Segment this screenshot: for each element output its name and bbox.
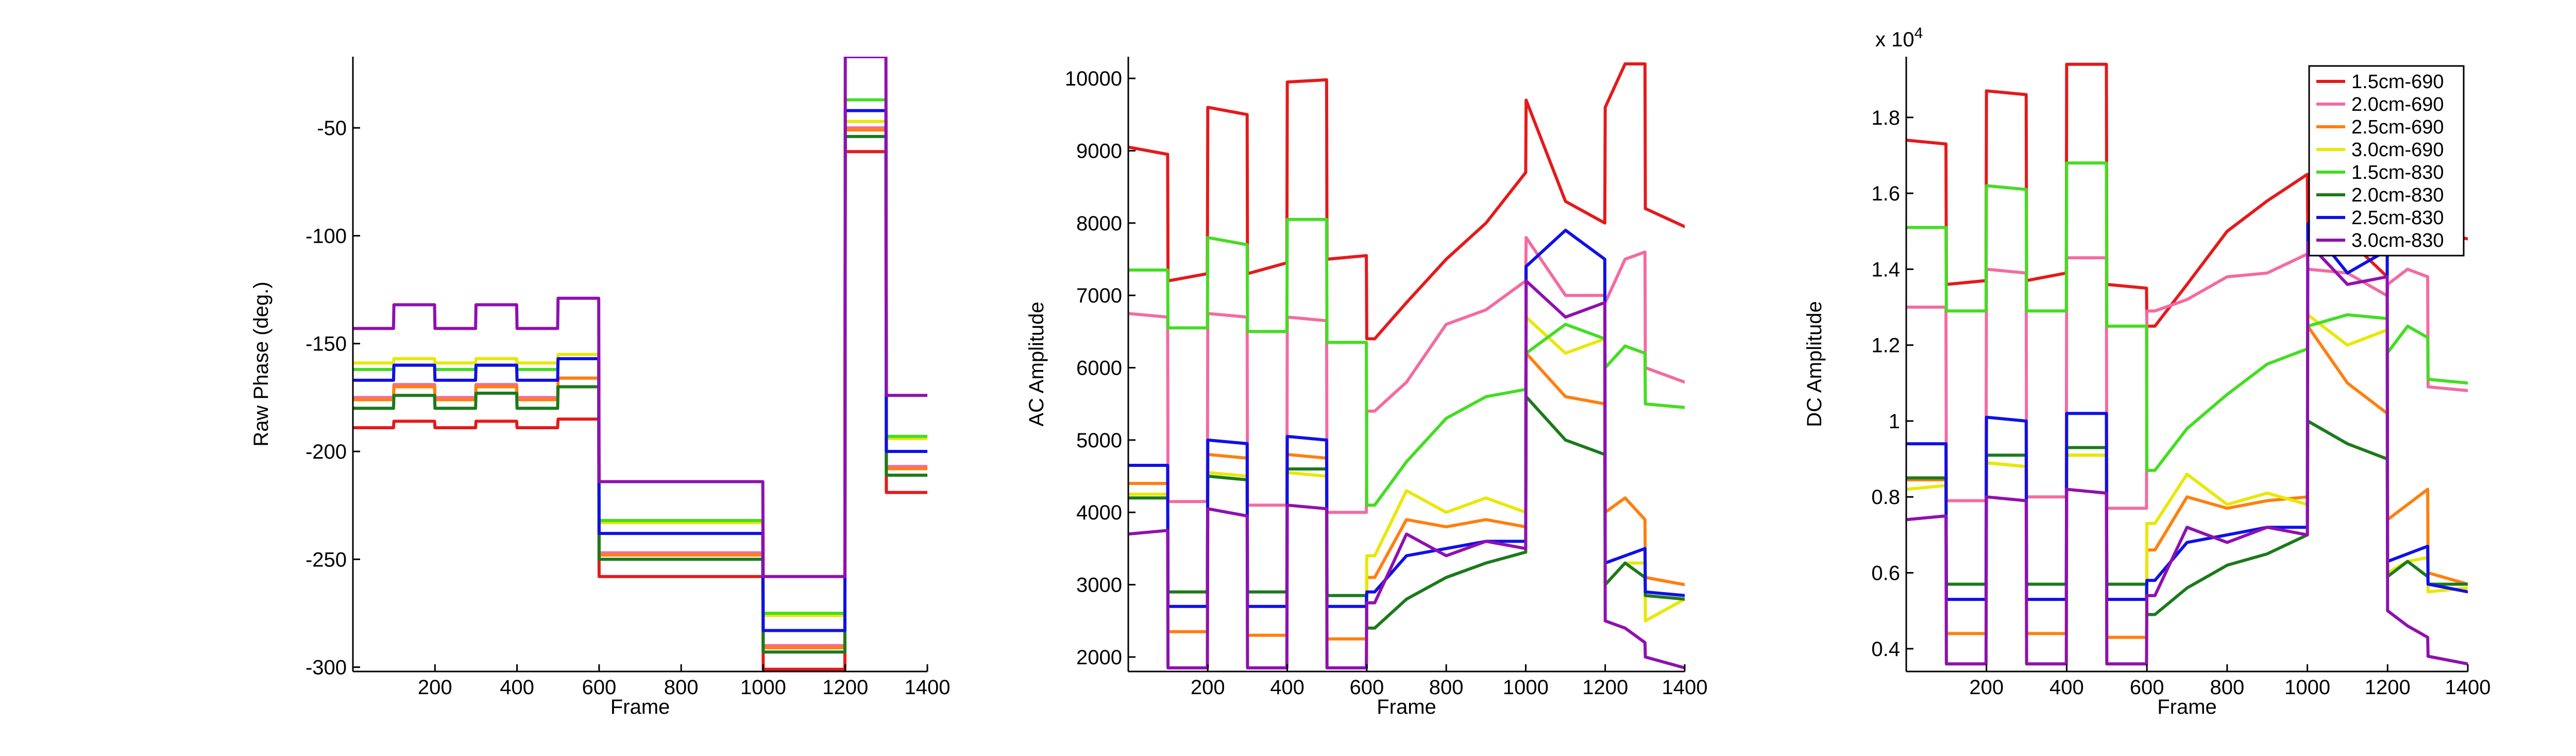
series-line-8 xyxy=(353,57,927,578)
series-group xyxy=(353,57,927,671)
series-line-5 xyxy=(353,98,927,615)
series-line-2 xyxy=(1128,236,1685,514)
x-tick-label: 600 xyxy=(2130,676,2164,699)
series-line-3 xyxy=(1906,324,2468,639)
y-tick-label: 1 xyxy=(1889,410,1900,433)
legend-entry-label: 1.5cm-690 xyxy=(2351,71,2444,93)
y-tick-label: -50 xyxy=(317,117,347,140)
x-tick-label: 800 xyxy=(664,676,699,699)
x-tick-label: 1200 xyxy=(1582,676,1628,699)
y-axis-label: Raw Phase (deg.) xyxy=(250,281,273,446)
x-tick-label: 200 xyxy=(418,676,452,699)
x-tick-label: 1200 xyxy=(822,676,868,699)
y-tick-label: 2000 xyxy=(1076,646,1122,669)
y-tick-label: 1.6 xyxy=(1871,182,1900,205)
y-tick-label: 4000 xyxy=(1076,501,1122,524)
x-tick-label: 600 xyxy=(1349,676,1384,699)
series-line-1 xyxy=(353,150,927,671)
y-tick-label: -300 xyxy=(306,657,347,679)
series-line-6 xyxy=(353,135,927,654)
y-axis-label: AC Amplitude xyxy=(1025,301,1048,426)
series-line-3 xyxy=(1128,351,1685,641)
x-tick-label: 1000 xyxy=(740,676,786,699)
series-group xyxy=(1906,62,2468,666)
y-tick-label: 1.2 xyxy=(1871,334,1900,357)
chart-panel-1: 200 400 600 800 1000 1200 1400 -300 -250 -200 -150… xyxy=(250,57,950,718)
x-tick-label: 400 xyxy=(500,676,534,699)
x-tick-label: 1200 xyxy=(2365,676,2411,699)
y-tick-label: 1.8 xyxy=(1871,107,1900,129)
x-tick-label: 200 xyxy=(1969,676,2004,699)
y-tick-label: 1.4 xyxy=(1871,258,1900,281)
y-tick-label: 6000 xyxy=(1076,357,1122,380)
y-tick-label: 10000 xyxy=(1065,68,1122,90)
y-tick-label: -200 xyxy=(306,441,347,463)
legend-entry-label: 3.0cm-690 xyxy=(2351,139,2444,161)
y-tick-label: 7000 xyxy=(1076,284,1122,307)
y-tick-label: 0.8 xyxy=(1871,486,1900,509)
legend-entry-label: 2.5cm-690 xyxy=(2351,116,2444,138)
legend-entry-label: 1.5cm-830 xyxy=(2351,162,2444,183)
x-tick-label: 800 xyxy=(2210,676,2244,699)
x-tick-label: 1400 xyxy=(2445,676,2491,699)
y-axis-label: DC Amplitude xyxy=(1803,301,1826,427)
series-line-2 xyxy=(1906,252,2468,510)
y-tick-label: -100 xyxy=(306,225,347,247)
legend-entry-label: 2.0cm-690 xyxy=(2351,94,2444,115)
chart-panel-2: 200 400 600 800 1000 1200 1400 2000 3000 4000 5000… xyxy=(1025,57,1707,718)
y-tick-label: 0.6 xyxy=(1871,562,1900,585)
chart-panel-3: 200 400 600 800 1000 1200 1400 0.4 0.6 0.8 1 1.2 1.4… xyxy=(1803,25,2490,718)
y-tick-label: 5000 xyxy=(1076,429,1122,452)
legend-entry-label: 2.5cm-830 xyxy=(2351,207,2444,229)
legend-box xyxy=(2308,65,2465,257)
x-tick-label: 1000 xyxy=(2284,676,2330,699)
series-line-5 xyxy=(1128,217,1685,507)
series-line-4 xyxy=(1906,313,2468,666)
x-tick-label: 800 xyxy=(1429,676,1464,699)
series-line-8 xyxy=(1128,279,1685,669)
series-line-7 xyxy=(1128,228,1685,608)
y-tick-label: 3000 xyxy=(1076,574,1122,597)
y-scale-label: x 104 xyxy=(1875,25,1923,51)
x-tick-label: 1400 xyxy=(905,676,951,699)
y-tick-label: -250 xyxy=(306,548,347,571)
x-tick-label: 200 xyxy=(1191,676,1225,699)
legend: 1.5cm-6902.0cm-6902.5cm-6903.0cm-6901.5c… xyxy=(2308,65,2465,257)
y-tick-label: 8000 xyxy=(1076,212,1122,235)
y-tick-label: 9000 xyxy=(1076,140,1122,162)
x-tick-label: 1000 xyxy=(1503,676,1549,699)
x-axis-label: Frame xyxy=(1377,696,1436,718)
legend-entry-label: 3.0cm-830 xyxy=(2351,230,2444,251)
x-axis-label: Frame xyxy=(611,696,670,718)
series-line-6 xyxy=(1128,395,1685,630)
series-line-8 xyxy=(1906,241,2468,666)
x-axis-label: Frame xyxy=(2157,696,2217,718)
series-line-6 xyxy=(1906,419,2468,616)
series-line-1 xyxy=(1128,62,1685,341)
series-line-4 xyxy=(1128,315,1685,669)
y-tick-label: -150 xyxy=(306,333,347,356)
x-tick-label: 400 xyxy=(2049,676,2084,699)
x-tick-label: 600 xyxy=(582,676,616,699)
x-tick-label: 400 xyxy=(1270,676,1304,699)
series-line-3 xyxy=(353,128,927,649)
series-group xyxy=(1128,62,1685,669)
y-tick-label: 0.4 xyxy=(1871,638,1900,661)
legend-entry-label: 2.0cm-830 xyxy=(2351,184,2444,206)
x-tick-label: 1400 xyxy=(1662,676,1708,699)
series-line-2 xyxy=(353,126,927,647)
